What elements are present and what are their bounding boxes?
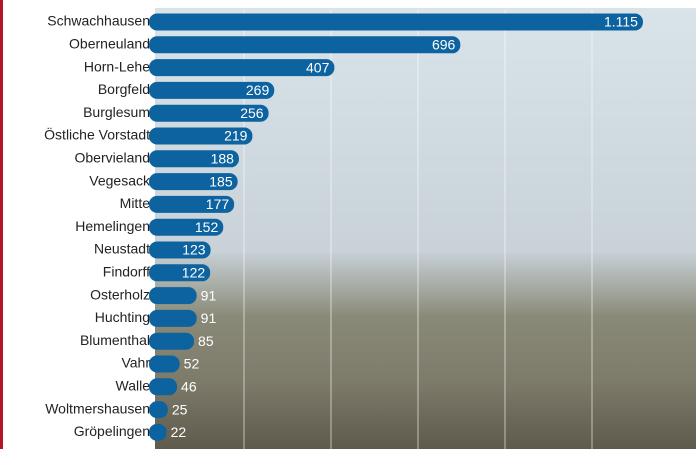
value-label: 152 xyxy=(195,219,219,235)
category-label: Findorff xyxy=(103,264,150,280)
category-label: Burglesum xyxy=(83,104,150,120)
value-label: 407 xyxy=(306,59,330,75)
bar xyxy=(149,378,177,395)
category-label: Obervieland xyxy=(75,150,151,166)
category-label: Oberneuland xyxy=(69,36,150,52)
value-label: 91 xyxy=(201,287,217,303)
value-label: 52 xyxy=(184,356,200,372)
top-strip xyxy=(0,0,696,7)
category-label: Hemelingen xyxy=(75,218,150,234)
chart: Schwachhausen 1.115 Oberneuland 696 Horn-Leh… xyxy=(0,0,696,449)
value-label: 188 xyxy=(211,151,235,167)
value-label: 123 xyxy=(182,242,206,258)
left-rule xyxy=(0,0,3,449)
category-label: Woltmershausen xyxy=(45,400,150,416)
value-label: 696 xyxy=(432,37,456,53)
category-label: Walle xyxy=(116,378,151,394)
value-label: 269 xyxy=(246,82,270,98)
value-label: 122 xyxy=(182,265,206,281)
category-label: Gröpelingen xyxy=(74,423,150,439)
category-label: Mitte xyxy=(120,195,151,211)
bar xyxy=(149,356,180,373)
bar xyxy=(149,14,643,31)
category-label: Horn-Lehe xyxy=(84,58,150,74)
bar xyxy=(149,36,460,53)
value-label: 22 xyxy=(171,424,187,440)
bar xyxy=(149,287,197,304)
category-label: Vegesack xyxy=(89,172,151,188)
category-label: Vahr xyxy=(121,355,150,371)
value-label: 1.115 xyxy=(604,14,638,30)
bar xyxy=(149,424,167,441)
value-label: 219 xyxy=(224,128,248,144)
value-label: 177 xyxy=(206,196,230,212)
category-label: Östliche Vorstadt xyxy=(44,126,150,143)
category-label: Schwachhausen xyxy=(47,13,150,29)
category-label: Neustadt xyxy=(94,241,150,257)
value-label: 185 xyxy=(209,173,233,189)
value-label: 256 xyxy=(240,105,264,121)
value-label: 25 xyxy=(172,401,188,417)
category-label: Blumenthal xyxy=(80,332,150,348)
category-label: Huchting xyxy=(95,309,150,325)
value-label: 91 xyxy=(201,310,217,326)
value-label: 46 xyxy=(181,379,197,395)
bar xyxy=(149,333,194,350)
bar xyxy=(149,310,197,327)
category-label: Borgfeld xyxy=(98,81,150,97)
category-label: Osterholz xyxy=(90,286,150,302)
bar xyxy=(149,401,168,418)
value-label: 85 xyxy=(198,333,214,349)
